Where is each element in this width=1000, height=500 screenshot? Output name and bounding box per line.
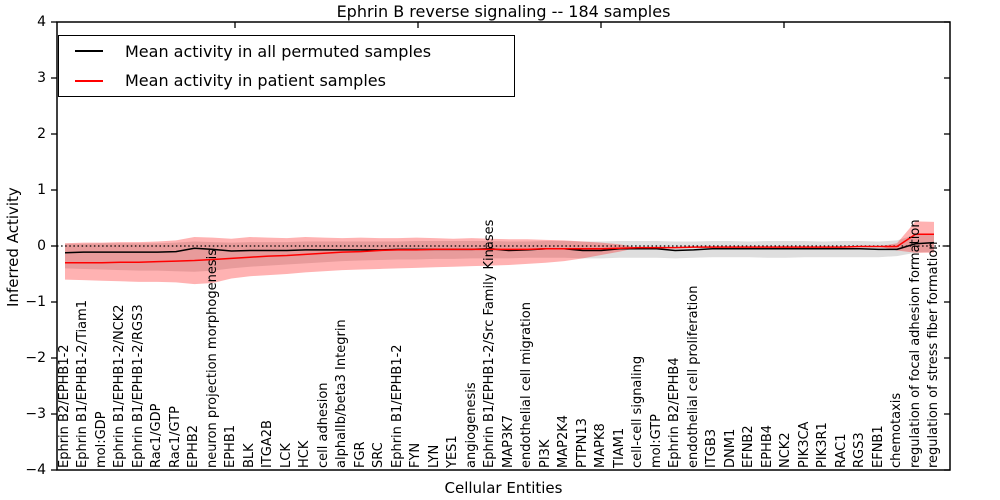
y-tick-label: 1 <box>37 182 46 198</box>
legend-item-patient: Mean activity in patient samples <box>59 67 514 95</box>
permuted-samples-spread-band <box>65 233 934 272</box>
y-tick-label: 2 <box>37 126 46 142</box>
y-tick-label: 4 <box>37 14 46 30</box>
legend: Mean activity in all permuted samples Me… <box>58 35 515 97</box>
y-tick-label: −1 <box>25 294 46 310</box>
patient-samples-spread-band <box>65 221 934 285</box>
y-tick-label: −2 <box>25 350 46 366</box>
y-tick-label: 3 <box>37 70 46 86</box>
y-tick-label: 0 <box>37 238 46 254</box>
legend-label-permuted: Mean activity in all permuted samples <box>125 41 432 61</box>
patient-mean-line <box>65 233 934 264</box>
y-tick-label: −4 <box>25 462 46 478</box>
y-tick-label: −3 <box>25 406 46 422</box>
chart-title: Ephrin B reverse signaling -- 184 sample… <box>336 2 671 21</box>
legend-label-patient: Mean activity in patient samples <box>125 71 386 91</box>
legend-item-permuted: Mean activity in all permuted samples <box>59 37 514 65</box>
y-tick-labels: 4 3 2 1 0 −1 −2 −3 −4 <box>0 0 50 500</box>
permuted-line-swatch <box>75 50 103 53</box>
patient-line-swatch <box>75 79 103 82</box>
x-axis-label: Cellular Entities <box>444 479 563 497</box>
